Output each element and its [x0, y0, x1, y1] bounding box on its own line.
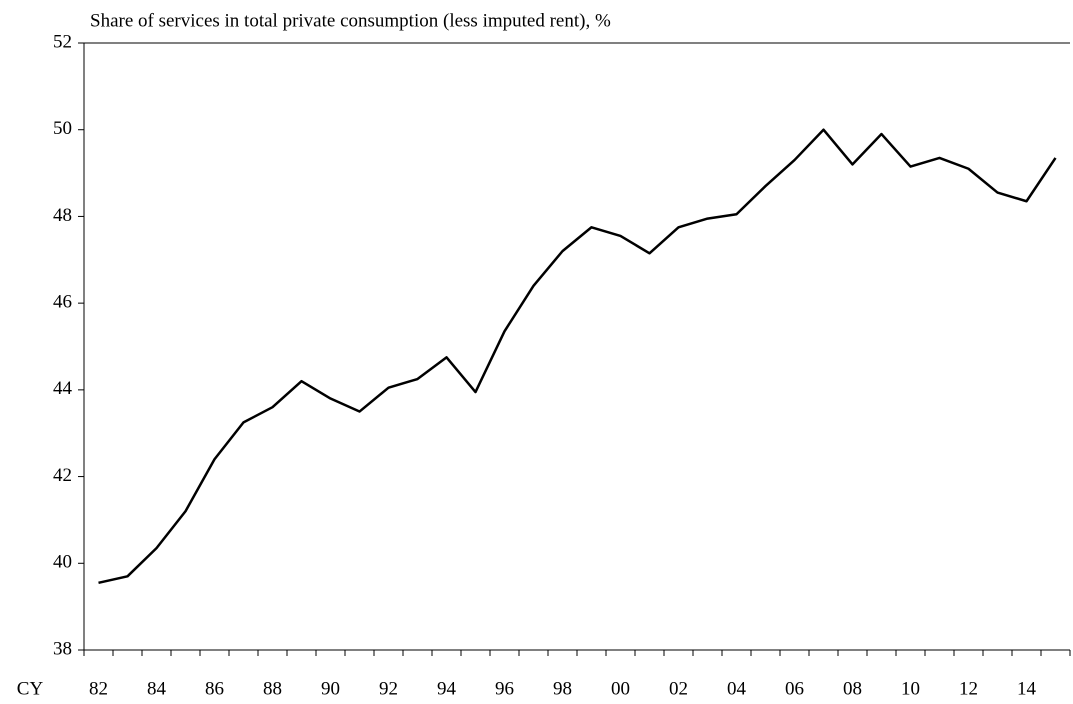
x-tick-label: 90	[321, 678, 340, 699]
y-tick-label: 46	[53, 292, 72, 313]
x-tick-label: 02	[669, 678, 688, 699]
x-tick-label: 86	[205, 678, 224, 699]
x-tick-label: 96	[495, 678, 514, 699]
y-tick-label: 40	[53, 552, 72, 573]
x-tick-label: 10	[901, 678, 920, 699]
data-line	[98, 128, 1057, 585]
x-axis-label: CY	[17, 678, 44, 699]
x-tick-label: 88	[263, 678, 282, 699]
x-tick-label: 06	[785, 678, 804, 699]
y-tick-label: 50	[53, 118, 72, 139]
y-tick-label: 48	[53, 205, 72, 226]
x-tick-label: 82	[89, 678, 108, 699]
x-tick-label: 92	[379, 678, 398, 699]
x-tick-label: 08	[843, 678, 862, 699]
x-tick-label: 94	[437, 678, 457, 699]
y-tick-label: 44	[53, 378, 73, 399]
chart-title: Share of services in total private consu…	[90, 10, 611, 31]
x-tick-label: 12	[959, 678, 978, 699]
y-tick-label: 52	[53, 31, 72, 52]
x-tick-label: 00	[611, 678, 630, 699]
x-tick-label: 14	[1017, 678, 1037, 699]
x-tick-label: 04	[727, 678, 747, 699]
y-tick-label: 42	[53, 465, 72, 486]
x-tick-label: 98	[553, 678, 572, 699]
y-tick-label: 38	[53, 638, 72, 659]
x-tick-label: 84	[147, 678, 167, 699]
